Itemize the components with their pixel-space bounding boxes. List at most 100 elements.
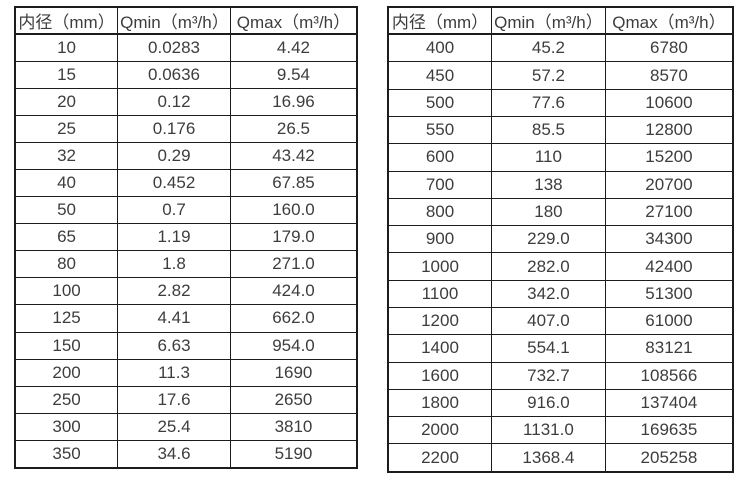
cell-diameter: 900 — [387, 225, 492, 254]
column-header-qmin: Qmin（m³/h） — [117, 6, 231, 35]
cell-diameter: 500 — [387, 88, 492, 118]
cell-diameter: 700 — [387, 170, 492, 199]
cell-qmax: 8570 — [604, 61, 734, 90]
cell-qmin: 1.8 — [117, 250, 231, 279]
table-row: 50 0.7 160.0 — [14, 196, 358, 225]
cell-qmin: 85.5 — [491, 115, 606, 145]
cell-qmax: 108566 — [604, 361, 734, 390]
cell-diameter: 1200 — [387, 306, 492, 336]
cell-qmax: 662.0 — [229, 304, 358, 333]
cell-diameter: 200 — [14, 358, 119, 387]
flow-table-small-diameters: 内径（mm） Qmin（m³/h） Qmax（m³/h） 10 0.0283 4.4… — [14, 6, 358, 469]
table-row: 80 1.8 271.0 — [14, 250, 358, 279]
table-row: 700 138 20700 — [387, 170, 734, 199]
table-row: 65 1.19 179.0 — [14, 223, 358, 252]
cell-qmin: 2.82 — [117, 277, 231, 306]
table-row: 1000 282.0 42400 — [387, 252, 734, 281]
cell-qmax: 27100 — [604, 197, 734, 227]
cell-qmin: 4.41 — [117, 304, 231, 333]
cell-qmax: 43.42 — [229, 142, 358, 171]
cell-diameter: 40 — [14, 169, 119, 198]
table-row: 2200 1368.4 205258 — [387, 443, 734, 473]
cell-qmax: 205258 — [604, 443, 734, 473]
cell-diameter: 600 — [387, 143, 492, 172]
cell-qmin: 0.12 — [117, 88, 231, 117]
cell-qmin: 0.0636 — [117, 61, 231, 90]
cell-qmin: 1131.0 — [491, 416, 606, 445]
table-row: 900 229.0 34300 — [387, 225, 734, 254]
cell-qmin: 0.452 — [117, 169, 231, 198]
cell-qmax: 424.0 — [229, 277, 358, 306]
cell-diameter: 20 — [14, 88, 119, 117]
table-row: 600 110 15200 — [387, 143, 734, 172]
table-row: 32 0.29 43.42 — [14, 142, 358, 171]
cell-qmax: 20700 — [604, 170, 734, 199]
table-row: 1600 732.7 108566 — [387, 361, 734, 390]
table-row: 15 0.0636 9.54 — [14, 61, 358, 90]
table-row: 10 0.0283 4.42 — [14, 33, 358, 63]
cell-diameter: 125 — [14, 304, 119, 333]
cell-qmin: 1368.4 — [491, 443, 606, 473]
table-row: 550 85.5 12800 — [387, 115, 734, 145]
cell-qmax: 42400 — [604, 252, 734, 281]
cell-qmin: 0.176 — [117, 115, 231, 144]
cell-qmax: 83121 — [604, 334, 734, 363]
table-row: 1400 554.1 83121 — [387, 334, 734, 363]
cell-qmax: 12800 — [604, 115, 734, 145]
table-row: 1200 407.0 61000 — [387, 306, 734, 336]
cell-qmax: 4.42 — [229, 33, 358, 63]
table-row: 400 45.2 6780 — [387, 33, 734, 63]
cell-qmax: 9.54 — [229, 61, 358, 90]
cell-qmin: 6.63 — [117, 331, 231, 360]
table-body: 400 45.2 6780 450 57.2 8570 500 77.6 10600 550 85.… — [387, 33, 734, 473]
cell-qmin: 407.0 — [491, 306, 606, 336]
table-row: 1800 916.0 137404 — [387, 388, 734, 418]
column-header-diameter: 内径（mm） — [14, 6, 119, 35]
cell-qmax: 10600 — [604, 88, 734, 118]
table-row: 800 180 27100 — [387, 197, 734, 227]
cell-qmin: 110 — [491, 143, 606, 172]
cell-diameter: 15 — [14, 61, 119, 90]
cell-qmin: 25.4 — [117, 412, 231, 441]
table-row: 1100 342.0 51300 — [387, 279, 734, 308]
cell-qmax: 61000 — [604, 306, 734, 336]
table-row: 125 4.41 662.0 — [14, 304, 358, 333]
cell-diameter: 25 — [14, 115, 119, 144]
cell-qmin: 57.2 — [491, 61, 606, 90]
cell-qmax: 1690 — [229, 358, 358, 387]
cell-diameter: 400 — [387, 33, 492, 63]
cell-qmin: 34.6 — [117, 439, 231, 469]
table-row: 300 25.4 3810 — [14, 412, 358, 441]
cell-qmax: 67.85 — [229, 169, 358, 198]
cell-qmax: 15200 — [604, 143, 734, 172]
cell-diameter: 250 — [14, 385, 119, 414]
cell-qmin: 0.29 — [117, 142, 231, 171]
table-header-row: 内径（mm） Qmin（m³/h） Qmax（m³/h） — [387, 6, 734, 35]
cell-qmax: 137404 — [604, 388, 734, 418]
table-body: 10 0.0283 4.42 15 0.0636 9.54 20 0.12 16.96 25 0.1… — [14, 33, 358, 469]
cell-qmin: 916.0 — [491, 388, 606, 418]
cell-qmin: 282.0 — [491, 252, 606, 281]
cell-diameter: 2000 — [387, 416, 492, 445]
table-row: 450 57.2 8570 — [387, 61, 734, 90]
cell-qmin: 0.7 — [117, 196, 231, 225]
cell-qmax: 2650 — [229, 385, 358, 414]
cell-qmax: 16.96 — [229, 88, 358, 117]
cell-diameter: 100 — [14, 277, 119, 306]
cell-diameter: 50 — [14, 196, 119, 225]
table-row: 250 17.6 2650 — [14, 385, 358, 414]
cell-qmax: 26.5 — [229, 115, 358, 144]
cell-diameter: 300 — [14, 412, 119, 441]
table-row: 200 11.3 1690 — [14, 358, 358, 387]
cell-diameter: 10 — [14, 33, 119, 63]
cell-diameter: 1100 — [387, 279, 492, 308]
cell-qmax: 51300 — [604, 279, 734, 308]
cell-diameter: 350 — [14, 439, 119, 469]
cell-qmin: 342.0 — [491, 279, 606, 308]
cell-qmin: 45.2 — [491, 33, 606, 63]
cell-qmax: 160.0 — [229, 196, 358, 225]
column-header-qmax: Qmax（m³/h） — [604, 6, 734, 35]
cell-qmin: 138 — [491, 170, 606, 199]
cell-diameter: 2200 — [387, 443, 492, 473]
cell-diameter: 450 — [387, 61, 492, 90]
